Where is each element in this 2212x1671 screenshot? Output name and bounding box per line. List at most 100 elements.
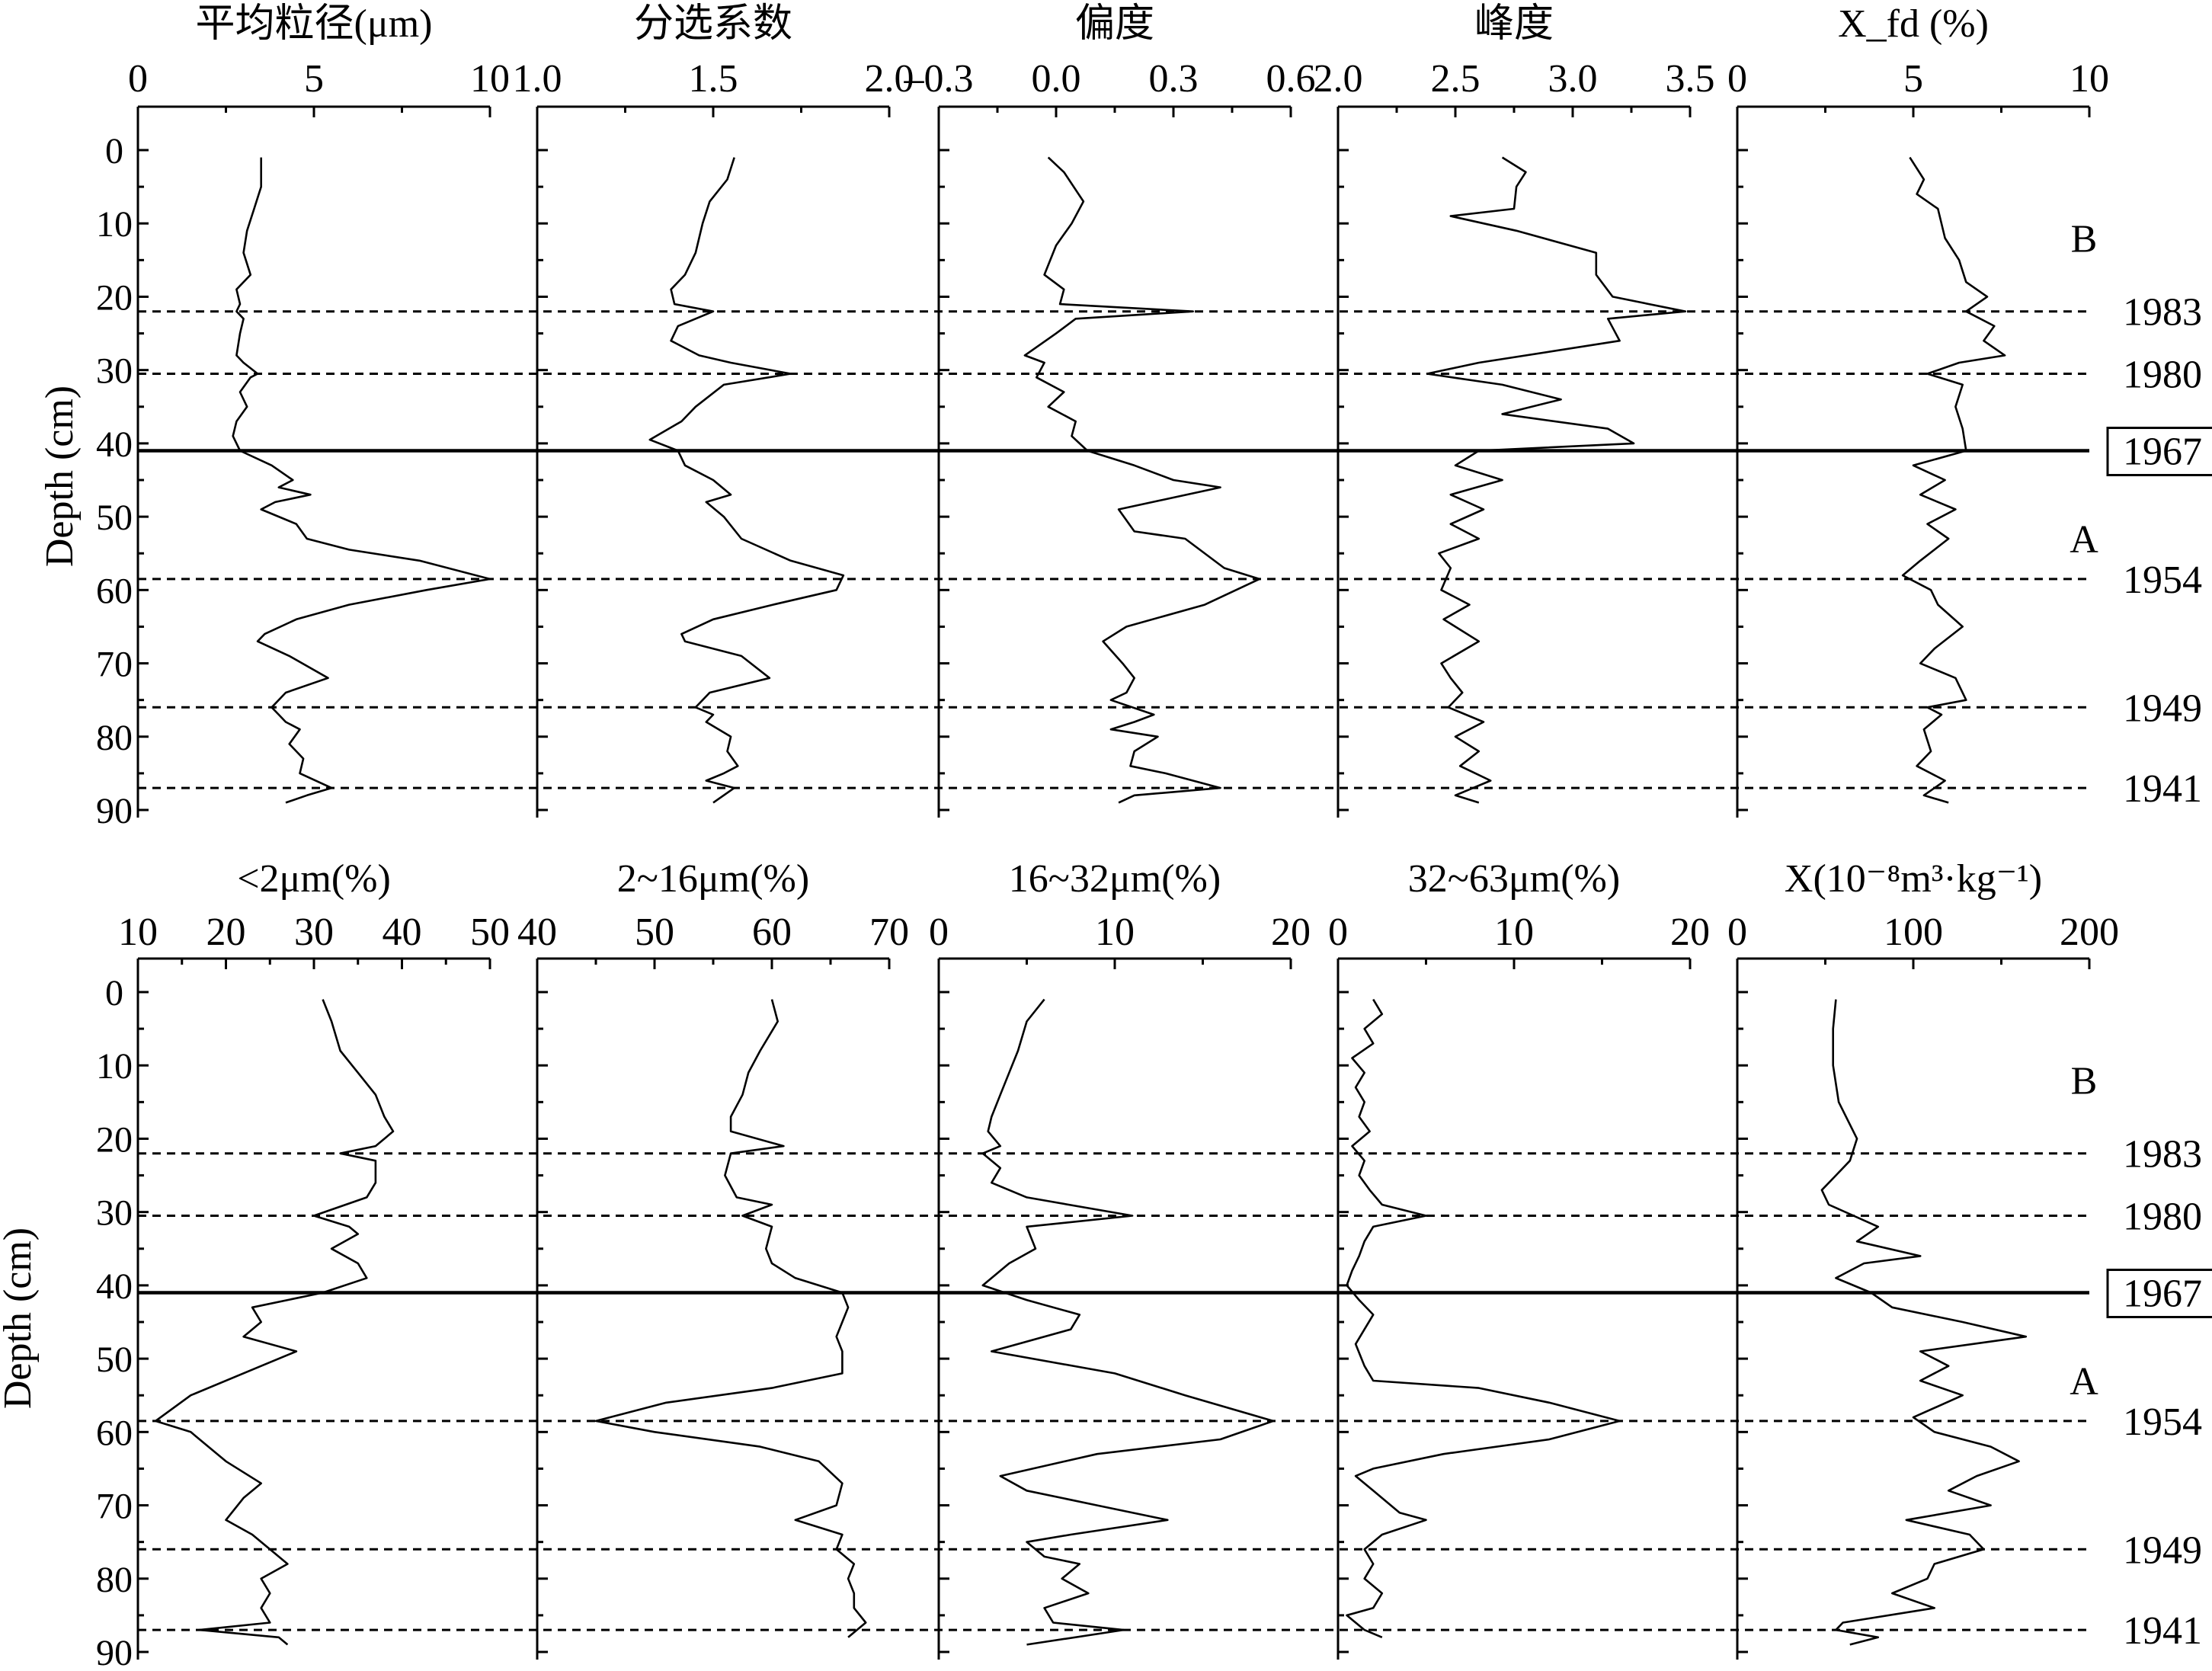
x-tick-label: 100 <box>1884 911 1943 954</box>
x-tick-label: 0 <box>1727 911 1747 954</box>
x-tick-label: 2.0 <box>1314 57 1363 101</box>
x-tick-label: 60 <box>752 911 792 954</box>
year-label: 1949 <box>2123 687 2202 730</box>
x-tick-label: 50 <box>635 911 674 954</box>
depth-tick-label: 60 <box>96 1413 133 1453</box>
x-tick-label: 10 <box>1494 911 1534 954</box>
x-tick-label: 2.5 <box>1431 57 1481 101</box>
panel-title: 平均粒径(μm) <box>196 2 433 46</box>
panel-r1-p4: 峰度 2.0 2.5 3.0 3.5 <box>1314 2 1715 818</box>
series-line <box>154 999 395 1646</box>
x-tick-label: 70 <box>869 911 909 954</box>
x-tick-label: 20 <box>206 911 246 954</box>
year-label: 1983 <box>2123 1133 2202 1176</box>
depth-tick-label: 50 <box>96 1340 133 1380</box>
x-tick-label: 0.6 <box>1266 57 1316 101</box>
year-label: 1967 <box>2123 1272 2202 1316</box>
zone-label: B <box>2071 1059 2098 1103</box>
depth-tick-label: 0 <box>105 973 123 1013</box>
x-tick-label: 5 <box>1903 57 1923 101</box>
x-tick-label: 10 <box>1095 911 1135 954</box>
panel-r2-p3: 16~32μm(%) 0 10 20 <box>929 857 1311 1660</box>
x-tick-label: 0.0 <box>1032 57 1081 101</box>
panel-title: <2μm(%) <box>237 857 391 901</box>
depth-axis-label: Depth (cm) <box>38 386 82 567</box>
x-tick-label: 40 <box>383 911 422 954</box>
year-label-box <box>2106 427 2212 477</box>
panel-title: 分选系数 <box>634 2 792 46</box>
x-tick-label: 2.0 <box>865 57 914 101</box>
x-tick-label: 10 <box>470 57 510 101</box>
panel-title: X_fd (%) <box>1838 2 1989 46</box>
panel-r2-p4: 32~63μm(%) 0 10 20 <box>1328 857 1710 1660</box>
panel-r2-p5: X(10⁻⁸m³·kg⁻¹) 0 100 200 <box>1727 857 2119 1660</box>
x-tick-label: 10 <box>118 911 158 954</box>
depth-tick-label: 90 <box>96 1633 133 1671</box>
panel-r1-p2: 分选系数 1.0 1.5 2.0 <box>513 2 914 818</box>
year-label: 1941 <box>2123 1609 2202 1653</box>
year-label: 1954 <box>2123 559 2202 602</box>
x-tick-label: 3.0 <box>1548 57 1598 101</box>
year-label: 1983 <box>2123 291 2202 335</box>
year-label: 1967 <box>2123 431 2202 474</box>
x-tick-label: 0 <box>1727 57 1747 101</box>
panel-title: 偏度 <box>1075 2 1154 46</box>
x-tick-label: 200 <box>2060 911 2119 954</box>
x-tick-label: 0 <box>1328 911 1348 954</box>
depth-tick-label: 40 <box>96 424 133 465</box>
depth-tick-label: 60 <box>96 571 133 611</box>
year-label: 1954 <box>2123 1401 2202 1444</box>
year-label-box <box>2106 1269 2212 1319</box>
series-line <box>981 998 1275 1646</box>
series-line <box>232 157 491 804</box>
year-label: 1980 <box>2123 1195 2202 1238</box>
series-line <box>594 999 867 1638</box>
x-tick-label: 0 <box>929 911 949 954</box>
year-label: 1941 <box>2123 767 2202 811</box>
panel-r1-p1: 平均粒径(μm) 0 5 10 <box>128 2 510 818</box>
depth-tick-label: 40 <box>96 1266 133 1307</box>
x-tick-label: 20 <box>1670 911 1710 954</box>
year-label: 1949 <box>2123 1529 2202 1572</box>
x-tick-label: –0.3 <box>904 57 974 101</box>
depth-tick-label: 70 <box>96 645 133 685</box>
series-line <box>1426 156 1687 804</box>
zone-label: B <box>2071 217 2098 261</box>
panel-r2-p1: <2μm(%) 10 20 30 40 50 <box>118 857 510 1660</box>
x-tick-label: 10 <box>2070 57 2109 101</box>
depth-tick-label: 70 <box>96 1487 133 1527</box>
x-tick-label: 5 <box>304 57 324 101</box>
panel-r1-p3: 偏度 –0.3 0.0 0.3 0.6 <box>904 2 1316 818</box>
panel-title: 16~32μm(%) <box>1009 857 1221 901</box>
depth-axis-label: Depth (cm) <box>0 1228 40 1409</box>
series-line <box>1346 998 1621 1638</box>
depth-tick-label: 90 <box>96 791 133 831</box>
panel-r1-p5: X_fd (%) 0 5 10 <box>1727 2 2109 818</box>
depth-tick-label: 20 <box>96 1119 133 1160</box>
depth-tick-label: 0 <box>105 131 123 171</box>
panel-r2-p2: 2~16μm(%) 40 50 60 70 <box>517 857 909 1660</box>
x-tick-label: 0 <box>128 57 148 101</box>
depth-tick-label: 30 <box>96 351 133 392</box>
panel-title: 2~16μm(%) <box>617 857 809 901</box>
panel-title: X(10⁻⁸m³·kg⁻¹) <box>1785 857 2042 901</box>
panel-title: 峰度 <box>1474 2 1554 46</box>
zone-label: A <box>2070 518 2098 562</box>
depth-tick-label: 10 <box>96 1046 133 1087</box>
depth-tick-label: 10 <box>96 204 133 245</box>
x-tick-label: 20 <box>1271 911 1311 954</box>
series-line <box>1023 156 1261 804</box>
x-tick-label: 1.5 <box>689 57 738 101</box>
depth-tick-label: 80 <box>96 718 133 758</box>
x-tick-label: 1.0 <box>513 57 562 101</box>
series-line <box>1820 999 2028 1646</box>
x-tick-label: 0.3 <box>1149 57 1199 101</box>
x-tick-label: 50 <box>470 911 510 954</box>
x-tick-label: 40 <box>517 911 557 954</box>
depth-tick-label: 50 <box>96 498 133 538</box>
depth-tick-label: 30 <box>96 1193 133 1234</box>
zone-label: A <box>2070 1360 2098 1404</box>
depth-tick-label: 20 <box>96 277 133 318</box>
